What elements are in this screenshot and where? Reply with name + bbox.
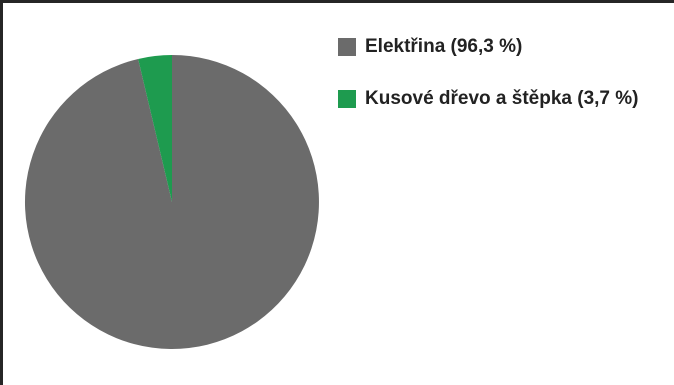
- legend-label: Elektřina (96,3 %): [365, 36, 523, 57]
- legend-swatch: [338, 90, 356, 108]
- legend-swatch: [338, 38, 356, 56]
- pie-slices: [24, 54, 319, 349]
- legend-item-elektrina: Elektřina (96,3 %): [338, 34, 639, 60]
- legend-item-drevo: Kusové dřevo a štěpka (3,7 %): [338, 86, 639, 112]
- pie-slice-0: [24, 55, 319, 349]
- pie-slice-1: [138, 54, 172, 202]
- legend-label: Kusové dřevo a štěpka (3,7 %): [365, 88, 639, 109]
- chart-legend: Elektřina (96,3 %) Kusové dřevo a štěpka…: [338, 34, 639, 138]
